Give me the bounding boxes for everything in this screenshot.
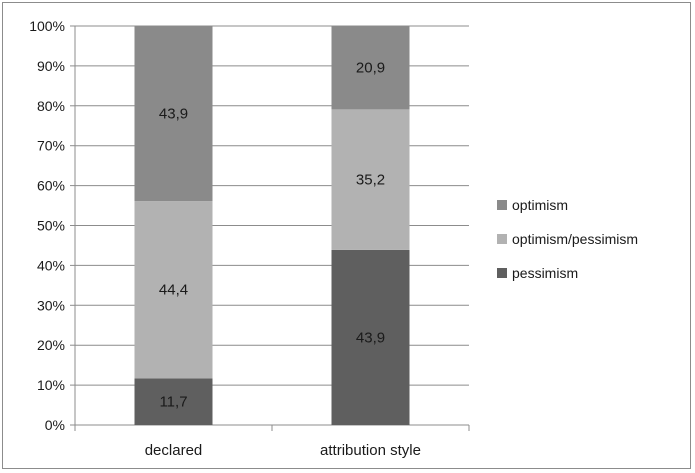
x-category-label: declared: [145, 442, 203, 459]
y-tick-label: 60%: [37, 178, 65, 194]
y-tick-label: 100%: [29, 18, 65, 34]
y-tick-label: 50%: [37, 218, 65, 234]
data-label: 43,9: [159, 106, 188, 123]
legend-swatch: [497, 200, 507, 210]
y-tick-label: 0%: [45, 417, 65, 433]
y-tick-label: 30%: [37, 297, 65, 313]
bar-segment: [134, 201, 213, 379]
y-tick-label: 80%: [37, 98, 65, 114]
x-category-label: attribution style: [320, 442, 421, 459]
bar-segment: [331, 249, 410, 425]
bar-segment: [331, 26, 410, 110]
bar-segment: [134, 378, 213, 425]
data-label: 43,9: [356, 329, 385, 346]
y-tick-label: 20%: [37, 337, 65, 353]
legend-label: pessimism: [512, 265, 578, 281]
y-tick-label: 70%: [37, 138, 65, 154]
data-label: 11,7: [159, 394, 187, 411]
legend-swatch: [497, 234, 507, 244]
y-tick-label: 40%: [37, 257, 65, 273]
bar-segment: [134, 26, 213, 202]
y-tick-label: 10%: [37, 377, 65, 393]
legend-label: optimism: [512, 197, 568, 213]
data-label: 44,4: [159, 282, 188, 299]
legend-swatch: [497, 268, 507, 278]
bar-segment: [331, 109, 410, 250]
y-tick-label: 90%: [37, 58, 65, 74]
data-label: 20,9: [356, 60, 385, 77]
legend-label: optimism/pessimism: [512, 231, 638, 247]
data-label: 35,2: [356, 172, 385, 189]
